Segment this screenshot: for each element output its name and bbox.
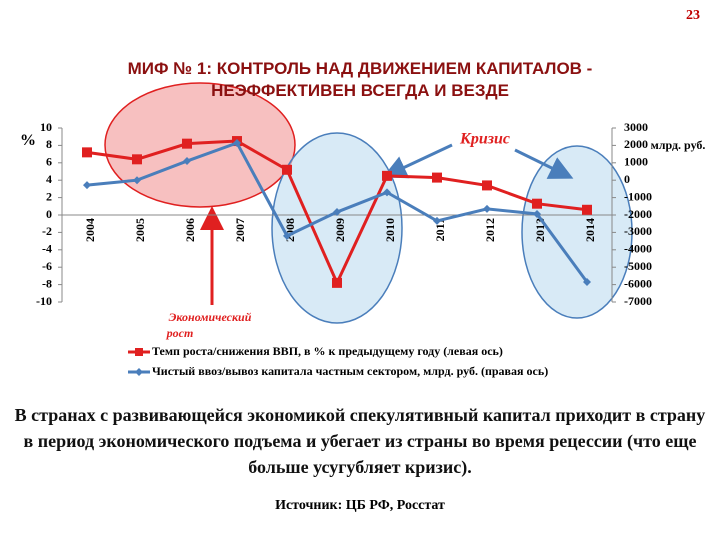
point	[433, 216, 441, 225]
arrow	[382, 143, 453, 179]
point	[83, 181, 91, 190]
y-tick-label: 6	[46, 155, 52, 169]
x-tick-label: 2009	[333, 218, 347, 242]
y-tick-label: -4	[42, 242, 52, 256]
point	[532, 198, 542, 209]
chart-title: МИФ № 1: КОНТРОЛЬ НАД ДВИЖЕНИЕМ КАПИТАЛО…	[128, 59, 593, 100]
chart: 23 МИФ № 1: КОНТРОЛЬ НАД ДВИЖЕНИЕМ КАПИТ…	[20, 8, 706, 378]
y2-tick-label: -6000	[624, 276, 652, 290]
point	[182, 138, 192, 149]
y-tick-label: -10	[36, 294, 52, 308]
y2-tick-label: -5000	[624, 259, 652, 273]
point	[183, 157, 191, 166]
x-tick-label: 2007	[233, 218, 247, 242]
point	[82, 147, 92, 158]
point	[382, 170, 392, 181]
x-tick-label: 2012	[483, 218, 497, 242]
x-tick-label: 2004	[83, 218, 97, 242]
legend-marker	[135, 348, 143, 356]
x-tick-label: 2013	[533, 218, 547, 242]
point	[332, 277, 342, 288]
x-tick-label: 2005	[133, 218, 147, 242]
point	[582, 204, 592, 215]
point	[282, 164, 292, 175]
y-tick-label: 8	[46, 137, 52, 151]
title-line: НЕЭФФЕКТИВЕН ВСЕГДА И ВЕЗДЕ	[211, 81, 509, 100]
point	[383, 188, 391, 197]
y-tick-label: -2	[42, 224, 52, 238]
growth-highlight	[104, 82, 296, 208]
y-axis-label: %	[20, 132, 36, 149]
y2-axis-label: млрд. руб.	[651, 138, 706, 152]
y-tick-label: -8	[42, 276, 52, 290]
title-line: МИФ № 1: КОНТРОЛЬ НАД ДВИЖЕНИЕМ КАПИТАЛО…	[128, 59, 593, 78]
y2-tick-label: -1000	[624, 189, 652, 203]
point	[483, 204, 491, 213]
y2-tick-label: 2000	[624, 137, 648, 151]
annotation: Экономический рост	[166, 310, 252, 340]
y2-tick-label: -4000	[624, 242, 652, 256]
annotation: Кризис	[459, 131, 510, 148]
annotation-line: Экономический	[169, 310, 252, 324]
point	[533, 209, 541, 218]
point	[283, 231, 291, 240]
crisis-highlight	[521, 145, 633, 319]
y2-tick-label: -7000	[624, 294, 652, 308]
y-tick-label: 4	[46, 172, 52, 186]
x-tick-label: 2014	[583, 218, 597, 242]
point	[333, 208, 341, 217]
y2-tick-label: 0	[624, 172, 630, 186]
crisis-highlight	[271, 132, 403, 324]
annotation-line: рост	[166, 326, 194, 340]
arrow	[514, 148, 574, 179]
body-text: В странах с развивающейся экономикой спе…	[14, 405, 706, 477]
legend-label: Чистый ввоз/вывоз капитала частным секто…	[152, 364, 548, 378]
point	[583, 277, 591, 286]
y2-tick-label: -3000	[624, 224, 652, 238]
x-tick-label: 2010	[383, 218, 397, 242]
point	[233, 138, 241, 147]
y-tick-label: 2	[46, 189, 52, 203]
legend-marker	[135, 368, 143, 376]
point	[432, 172, 442, 183]
y-tick-label: 10	[40, 120, 52, 134]
y-tick-label: 0	[46, 207, 52, 221]
source: Источник: ЦБ РФ, Росстат	[275, 498, 445, 513]
y-tick-label: -6	[42, 259, 52, 273]
x-tick-label: 2006	[183, 218, 197, 242]
point	[132, 154, 142, 165]
slide-number: 23	[686, 8, 700, 23]
point	[482, 180, 492, 191]
legend-label: Темп роста/снижения ВВП, в % к предыдуще…	[152, 344, 503, 358]
y2-tick-label: 1000	[624, 155, 648, 169]
y2-tick-label: -2000	[624, 207, 652, 221]
point	[133, 176, 141, 185]
y2-tick-label: 3000	[624, 120, 648, 134]
